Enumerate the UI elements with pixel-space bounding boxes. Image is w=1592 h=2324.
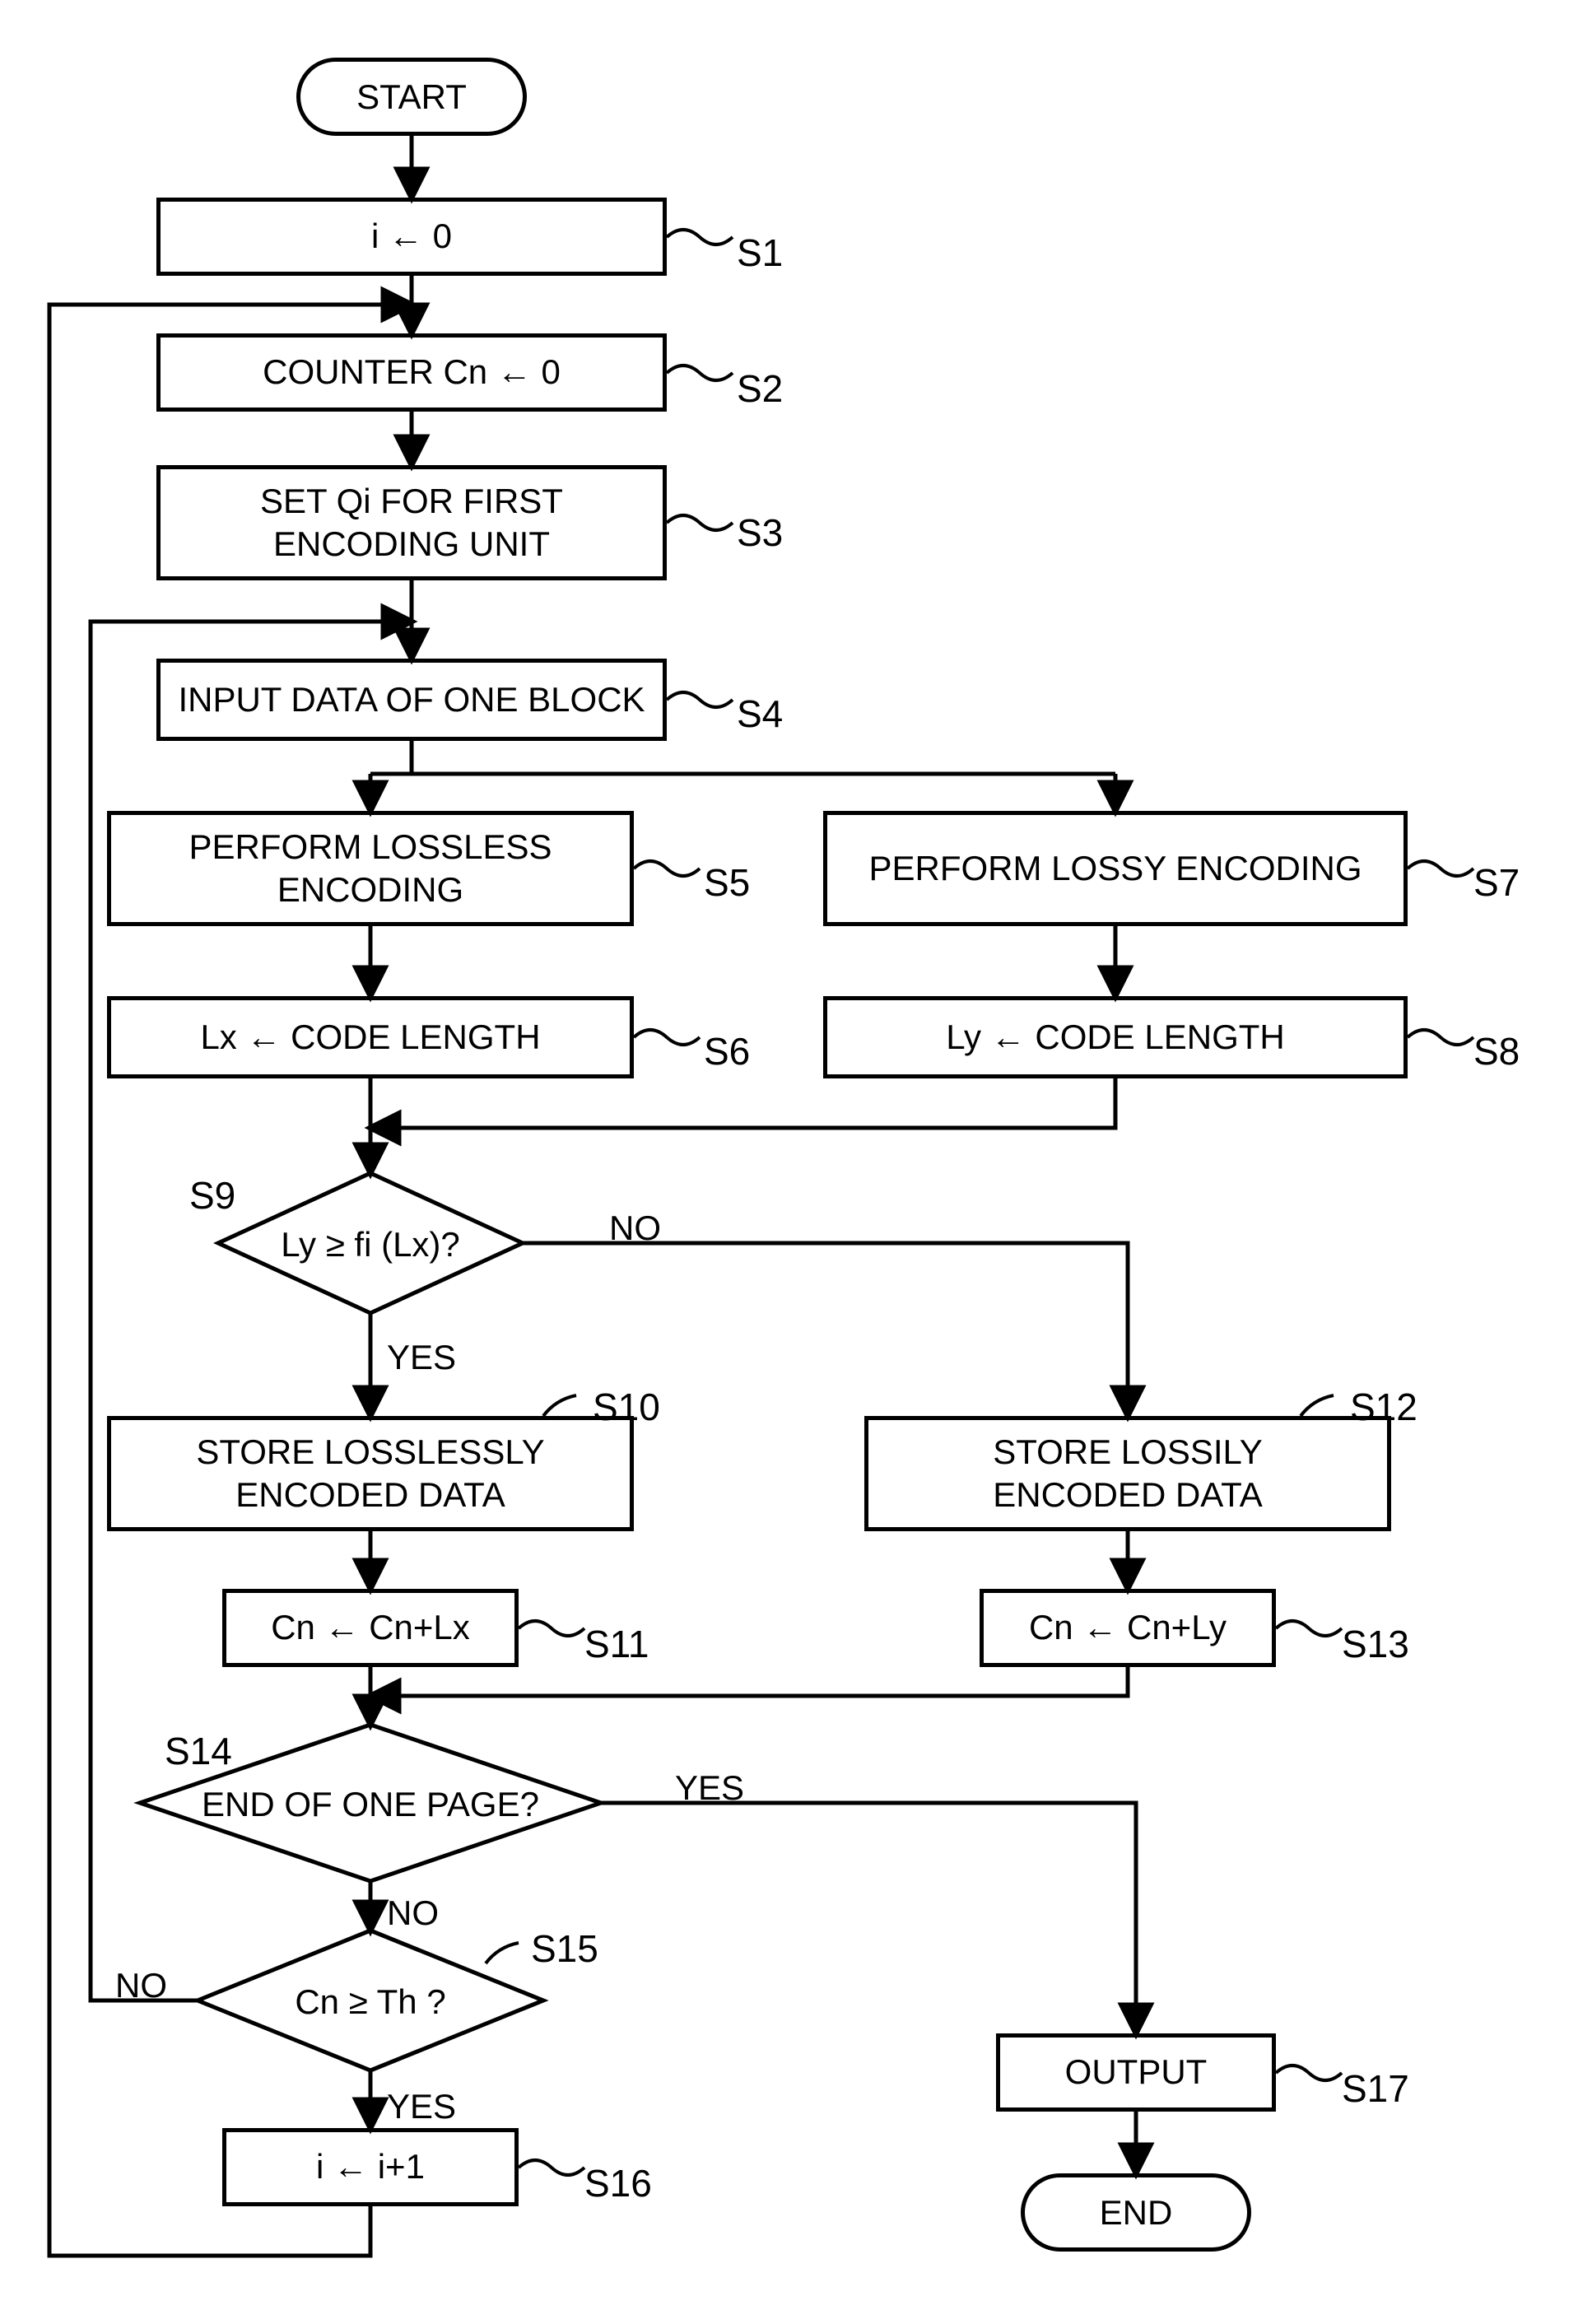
tag-s7: S7 xyxy=(1473,860,1520,905)
s17-text: OUTPUT xyxy=(1065,2051,1208,2094)
box-s5: PERFORM LOSSLESS ENCODING xyxy=(107,811,634,926)
tag-s5: S5 xyxy=(704,860,750,905)
tag-s9: S9 xyxy=(189,1173,235,1218)
s9-yes: YES xyxy=(387,1338,456,1377)
s16-text: i ← i+1 xyxy=(316,2145,425,2189)
tag-s13: S13 xyxy=(1342,1622,1409,1666)
s15-text: Cn ≥ Th ? xyxy=(295,1982,445,2021)
tag-s8: S8 xyxy=(1473,1029,1520,1074)
tag-s2: S2 xyxy=(737,366,783,411)
terminator-start: START xyxy=(296,58,527,136)
tag-s15: S15 xyxy=(531,1926,598,1971)
diamond-s15 xyxy=(198,1930,543,2070)
tag-s4: S4 xyxy=(737,692,783,736)
box-s17: OUTPUT xyxy=(996,2033,1276,2112)
box-s2: COUNTER Cn ← 0 xyxy=(156,333,667,412)
tag-s11: S11 xyxy=(584,1622,649,1666)
s11-text: Cn ← Cn+Lx xyxy=(271,1606,470,1650)
s6-text: Lx ← CODE LENGTH xyxy=(200,1016,540,1060)
s2-text: COUNTER Cn ← 0 xyxy=(263,351,561,394)
box-s13: Cn ← Cn+Ly xyxy=(980,1589,1276,1667)
box-s11: Cn ← Cn+Lx xyxy=(222,1589,519,1667)
svg-text:END OF ONE PAGE?: END OF ONE PAGE? xyxy=(202,1785,539,1823)
s14-no: NO xyxy=(387,1893,439,1933)
tag-s3: S3 xyxy=(737,510,783,555)
s10-text: STORE LOSSLESSLY ENCODED DATA xyxy=(196,1431,544,1517)
svg-text:Cn ≥ Th ?: Cn ≥ Th ? xyxy=(295,1982,445,2021)
box-s1: i ← 0 xyxy=(156,198,667,276)
s14-text: END OF ONE PAGE? xyxy=(202,1785,539,1823)
s15-no: NO xyxy=(115,1966,167,2005)
start-text: START xyxy=(356,77,467,117)
s3-text: SET Qi FOR FIRST ENCODING UNIT xyxy=(260,480,563,566)
tag-s16: S16 xyxy=(584,2161,652,2205)
tag-s1: S1 xyxy=(737,231,783,275)
s5-text: PERFORM LOSSLESS ENCODING xyxy=(189,826,552,912)
s1-text: i ← 0 xyxy=(371,215,452,258)
box-s7: PERFORM LOSSY ENCODING xyxy=(823,811,1408,926)
s9-no: NO xyxy=(609,1209,661,1248)
diamond-s9 xyxy=(218,1173,523,1313)
s15-yes: YES xyxy=(387,2087,456,2126)
box-s6: Lx ← CODE LENGTH xyxy=(107,996,634,1078)
s9-text: Ly ≥ fi (Lx)? xyxy=(281,1225,460,1264)
s12-text: STORE LOSSILY ENCODED DATA xyxy=(993,1431,1263,1517)
s8-text: Ly ← CODE LENGTH xyxy=(946,1016,1285,1060)
tag-s14: S14 xyxy=(165,1729,232,1773)
box-s8: Ly ← CODE LENGTH xyxy=(823,996,1408,1078)
s13-text: Cn ← Cn+Ly xyxy=(1029,1606,1227,1650)
tag-s12: S12 xyxy=(1350,1385,1417,1429)
box-s16: i ← i+1 xyxy=(222,2128,519,2206)
end-text: END xyxy=(1100,2193,1173,2233)
svg-text:Ly ≥ fi (Lx)?: Ly ≥ fi (Lx)? xyxy=(281,1225,460,1264)
box-s12: STORE LOSSILY ENCODED DATA xyxy=(864,1416,1391,1531)
flowchart-canvas: START i ← 0 COUNTER Cn ← 0 SET Qi FOR FI… xyxy=(0,0,1592,2324)
s4-text: INPUT DATA OF ONE BLOCK xyxy=(178,678,645,722)
s7-text: PERFORM LOSSY ENCODING xyxy=(869,847,1362,891)
box-s4: INPUT DATA OF ONE BLOCK xyxy=(156,659,667,741)
box-s10: STORE LOSSLESSLY ENCODED DATA xyxy=(107,1416,634,1531)
tag-s6: S6 xyxy=(704,1029,750,1074)
terminator-end: END xyxy=(1021,2173,1251,2252)
s14-yes: YES xyxy=(675,1768,744,1808)
tag-s10: S10 xyxy=(593,1385,660,1429)
tag-s17: S17 xyxy=(1342,2066,1409,2111)
box-s3: SET Qi FOR FIRST ENCODING UNIT xyxy=(156,465,667,580)
